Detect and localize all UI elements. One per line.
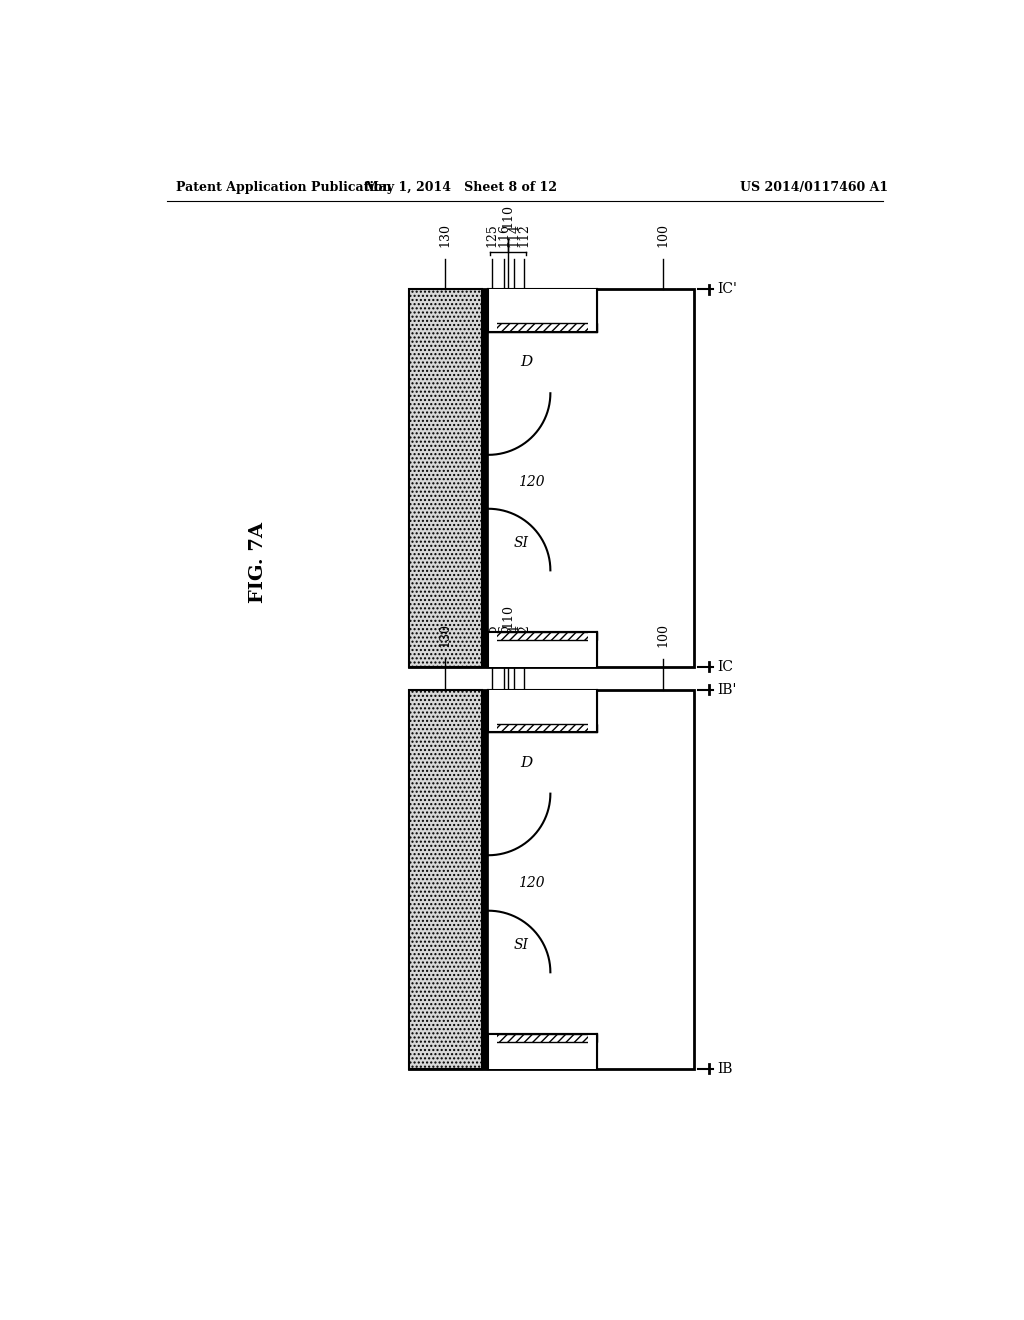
Text: May 1, 2014   Sheet 8 of 12: May 1, 2014 Sheet 8 of 12 <box>366 181 557 194</box>
Text: IC': IC' <box>717 282 737 296</box>
Text: 100: 100 <box>656 223 670 247</box>
Bar <box>589 689 597 733</box>
Bar <box>488 289 597 331</box>
Text: IB': IB' <box>717 682 736 697</box>
Text: D: D <box>520 756 532 770</box>
Bar <box>488 723 597 733</box>
Text: 130: 130 <box>438 623 452 647</box>
Text: 120: 120 <box>518 876 545 890</box>
Text: Patent Application Publication: Patent Application Publication <box>176 181 391 194</box>
Bar <box>409 289 693 667</box>
Text: 110: 110 <box>502 605 514 628</box>
Text: IC: IC <box>717 660 733 673</box>
Text: 114: 114 <box>508 623 520 647</box>
Text: SI: SI <box>514 937 529 952</box>
Text: 112: 112 <box>517 223 530 247</box>
Bar <box>497 289 589 323</box>
Bar <box>488 1034 597 1069</box>
Text: 125: 125 <box>485 223 499 247</box>
Bar <box>488 289 497 331</box>
Bar <box>497 689 589 723</box>
Text: 130: 130 <box>438 223 452 247</box>
Bar <box>589 632 597 667</box>
Bar <box>488 1034 597 1043</box>
Bar <box>488 689 497 733</box>
Text: US 2014/0117460 A1: US 2014/0117460 A1 <box>740 181 889 194</box>
Text: 116: 116 <box>498 623 510 647</box>
Bar <box>488 689 597 733</box>
Text: 125: 125 <box>485 623 499 647</box>
Text: 116: 116 <box>498 223 510 247</box>
Text: IB: IB <box>717 1061 732 1076</box>
Bar <box>409 689 693 1069</box>
Text: 110: 110 <box>502 203 514 227</box>
Text: 120: 120 <box>518 475 545 488</box>
Bar <box>488 632 597 640</box>
Bar <box>409 289 482 667</box>
Bar <box>589 1034 597 1069</box>
Text: 100: 100 <box>656 623 670 647</box>
Bar <box>497 1043 589 1069</box>
Bar <box>488 632 597 667</box>
Bar <box>488 632 497 667</box>
Text: FIG. 7A: FIG. 7A <box>249 523 267 603</box>
Bar <box>488 1034 497 1069</box>
Text: 112: 112 <box>517 623 530 647</box>
Text: D: D <box>520 355 532 370</box>
Bar <box>589 289 597 331</box>
Bar <box>409 689 482 1069</box>
Bar <box>482 289 488 667</box>
Text: SI: SI <box>514 536 529 549</box>
Bar <box>497 640 589 667</box>
Text: 114: 114 <box>508 223 520 247</box>
Bar <box>482 689 488 1069</box>
Bar <box>488 323 597 331</box>
